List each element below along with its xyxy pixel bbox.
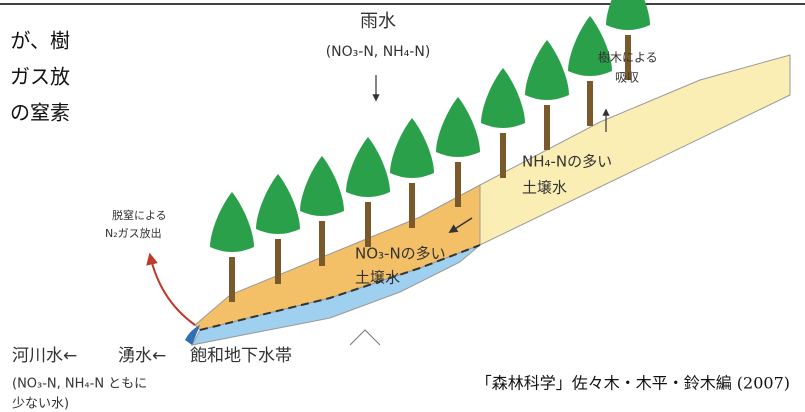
- flow-label: 飽和地下水帯: [190, 346, 292, 366]
- side-text: が、樹: [10, 29, 70, 53]
- flow-label: 湧水←: [118, 346, 166, 366]
- rain-species: (NO₃-N, NH₄-N): [326, 44, 431, 60]
- uptake-label: 吸収: [615, 71, 639, 85]
- side-text: の窒素: [10, 101, 70, 125]
- flow-note: (NO₃-N, NH₄-N ともに: [12, 377, 147, 392]
- flow-arrow: [448, 217, 473, 233]
- flow-note: 少ない水): [12, 397, 69, 412]
- rain-title: 雨水: [360, 11, 396, 32]
- upper-soil-label: 土壌水: [522, 179, 567, 197]
- groundwater: [191, 244, 481, 346]
- denitrification-arrow: [146, 252, 196, 326]
- denitrification-label: N₂ガス放出: [105, 226, 162, 240]
- lower-soil-label: NO₃-Nの多い: [355, 245, 446, 263]
- water-table: [199, 244, 481, 331]
- side-text: ガス放: [10, 65, 70, 89]
- stream: [185, 325, 200, 345]
- uptake-label: 樹木による: [598, 51, 658, 65]
- upper-soil-label: NH₄-Nの多い: [522, 153, 612, 171]
- section-mark: [349, 329, 381, 346]
- citation: 「森林科学」佐々木・木平・鈴木編 (2007): [476, 374, 790, 393]
- lower-soil-label: 土壌水: [355, 269, 400, 287]
- denitrification-label: 脱窒による: [112, 208, 167, 222]
- flow-label: 河川水←: [12, 346, 77, 366]
